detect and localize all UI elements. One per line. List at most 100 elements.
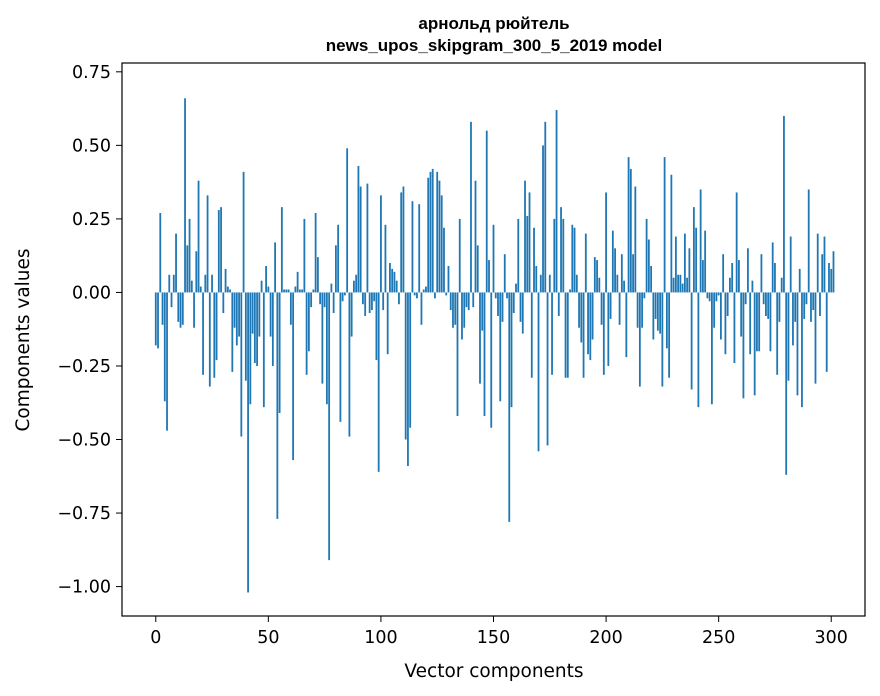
- bar: [661, 292, 664, 387]
- bar: [456, 292, 459, 416]
- bar: [294, 286, 297, 293]
- bar: [557, 292, 560, 316]
- bar: [672, 277, 675, 293]
- bar: [440, 195, 443, 293]
- bar: [652, 292, 655, 340]
- bar: [337, 224, 340, 293]
- bar: [832, 251, 835, 293]
- bar: [767, 292, 770, 319]
- bar: [629, 168, 632, 293]
- bar: [490, 292, 493, 428]
- bar: [803, 292, 806, 319]
- bar: [443, 227, 445, 293]
- chart-subtitle: news_upos_skipgram_300_5_2019 model: [326, 36, 662, 55]
- bar: [328, 292, 331, 561]
- bar: [528, 192, 531, 293]
- bar: [605, 192, 607, 293]
- bar: [380, 195, 382, 293]
- bar: [307, 292, 310, 352]
- bar: [494, 292, 497, 299]
- x-tick-label: 0: [150, 628, 161, 648]
- bar: [589, 292, 592, 361]
- bar: [332, 292, 335, 314]
- bar: [726, 292, 729, 316]
- bar: [792, 292, 794, 346]
- bar: [720, 292, 722, 340]
- bar: [253, 292, 256, 364]
- bar: [226, 286, 229, 293]
- bar: [747, 248, 749, 293]
- bar: [641, 292, 643, 328]
- bar: [683, 233, 686, 293]
- bar: [298, 289, 301, 293]
- bar: [699, 189, 702, 293]
- bar: [211, 274, 213, 293]
- bar: [582, 292, 585, 378]
- bar: [316, 257, 319, 293]
- x-tick-label: 300: [815, 628, 848, 648]
- y-tick-label: −0.25: [57, 357, 111, 377]
- bar: [267, 286, 270, 293]
- bar: [181, 292, 184, 325]
- bar: [814, 292, 817, 384]
- bar: [235, 292, 238, 346]
- bar: [341, 292, 344, 302]
- chart-title: арнольд рюйтель: [418, 14, 569, 33]
- bar: [789, 236, 792, 293]
- bar: [774, 263, 776, 293]
- bar: [357, 165, 360, 293]
- bar: [510, 292, 513, 408]
- bar: [301, 289, 304, 293]
- bar: [636, 292, 639, 328]
- bar: [240, 292, 243, 437]
- bar: [371, 292, 373, 311]
- bar: [339, 292, 342, 422]
- bar: [168, 274, 171, 293]
- bar: [569, 289, 571, 293]
- bar: [575, 274, 578, 293]
- bar: [344, 292, 346, 296]
- bar: [654, 292, 657, 319]
- bar: [620, 254, 623, 293]
- bar: [242, 171, 245, 293]
- bar: [452, 292, 454, 328]
- bar: [303, 218, 306, 293]
- bar: [681, 283, 684, 293]
- bar: [416, 292, 418, 299]
- bar: [670, 174, 673, 293]
- bar: [350, 292, 353, 337]
- bar: [828, 263, 830, 293]
- y-tick-label: −1.00: [57, 578, 111, 598]
- bar: [701, 260, 704, 293]
- bar: [409, 292, 412, 428]
- bar: [632, 254, 634, 293]
- bar: [355, 274, 358, 293]
- bar: [481, 292, 484, 331]
- bar: [650, 265, 653, 293]
- bar: [310, 292, 313, 308]
- bar: [758, 292, 761, 352]
- bar: [348, 292, 351, 437]
- bar: [571, 224, 574, 293]
- bar: [722, 254, 725, 293]
- bar: [501, 292, 504, 322]
- bar: [742, 292, 745, 399]
- bar: [647, 239, 650, 293]
- bar: [256, 292, 258, 366]
- bar: [431, 168, 434, 293]
- bar: [188, 218, 191, 293]
- bar: [625, 292, 628, 358]
- bar: [411, 201, 414, 293]
- bar: [584, 233, 587, 293]
- bar: [663, 157, 666, 293]
- bar: [665, 292, 668, 349]
- bar: [353, 280, 355, 293]
- bar: [524, 180, 526, 293]
- bar: [195, 251, 198, 293]
- bar: [679, 274, 682, 293]
- bar: [692, 207, 695, 293]
- bar: [213, 292, 216, 378]
- bar: [580, 292, 583, 343]
- bar: [262, 292, 265, 408]
- bar: [231, 292, 234, 372]
